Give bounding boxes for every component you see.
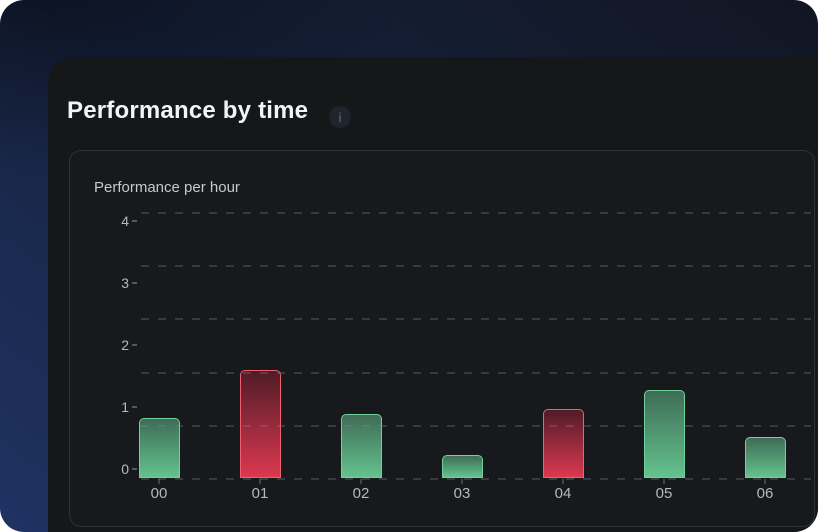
gridline bbox=[141, 212, 811, 214]
y-axis-label: 2 bbox=[121, 336, 129, 353]
bar-01[interactable] bbox=[239, 370, 281, 478]
x-axis-tick bbox=[562, 479, 564, 484]
bar-00[interactable] bbox=[138, 417, 180, 478]
x-axis-tick bbox=[259, 479, 261, 484]
x-axis-tick bbox=[764, 479, 766, 484]
bar-chart: 00 01 02 03 04 05 06 0 1 2 3 4 bbox=[70, 151, 814, 526]
x-axis-label: 04 bbox=[554, 485, 572, 502]
dashboard-panel: Performance by time i Performance per ho… bbox=[48, 57, 818, 532]
x-axis-label: 00 bbox=[150, 485, 168, 502]
x-axis-tick bbox=[663, 479, 665, 484]
x-axis-tick bbox=[360, 479, 362, 484]
chart-card: Performance per hour 00 01 02 03 04 05 06 0 1 2 3 4 bbox=[69, 150, 815, 527]
gridline bbox=[141, 318, 811, 321]
x-axis-label: 05 bbox=[655, 485, 673, 502]
bar-02[interactable] bbox=[340, 413, 382, 478]
x-axis-tick bbox=[158, 479, 160, 484]
chart-title: Performance per hour bbox=[94, 179, 240, 196]
y-axis-tick bbox=[132, 467, 137, 470]
y-axis-tick bbox=[132, 281, 137, 284]
x-axis-label: 06 bbox=[756, 485, 774, 502]
page-title: Performance by time bbox=[67, 97, 309, 124]
x-axis-label: 03 bbox=[453, 485, 471, 502]
y-axis-tick bbox=[132, 219, 137, 222]
bar-03[interactable] bbox=[441, 455, 483, 478]
bar-04[interactable] bbox=[542, 408, 584, 478]
gridline bbox=[141, 478, 811, 480]
y-axis-label: 4 bbox=[121, 212, 129, 229]
info-icon[interactable]: i bbox=[329, 106, 351, 128]
y-axis-label: 0 bbox=[121, 460, 129, 477]
y-axis-tick bbox=[132, 405, 137, 408]
y-axis-tick bbox=[132, 343, 137, 346]
y-axis-label: 1 bbox=[121, 398, 129, 415]
gridline bbox=[141, 265, 811, 268]
x-axis-label: 02 bbox=[352, 485, 370, 502]
x-axis-label: 01 bbox=[251, 485, 269, 502]
x-axis-tick bbox=[461, 479, 463, 484]
bar-06[interactable] bbox=[744, 437, 786, 478]
bar-05[interactable] bbox=[643, 389, 685, 478]
y-axis-label: 3 bbox=[121, 274, 129, 291]
